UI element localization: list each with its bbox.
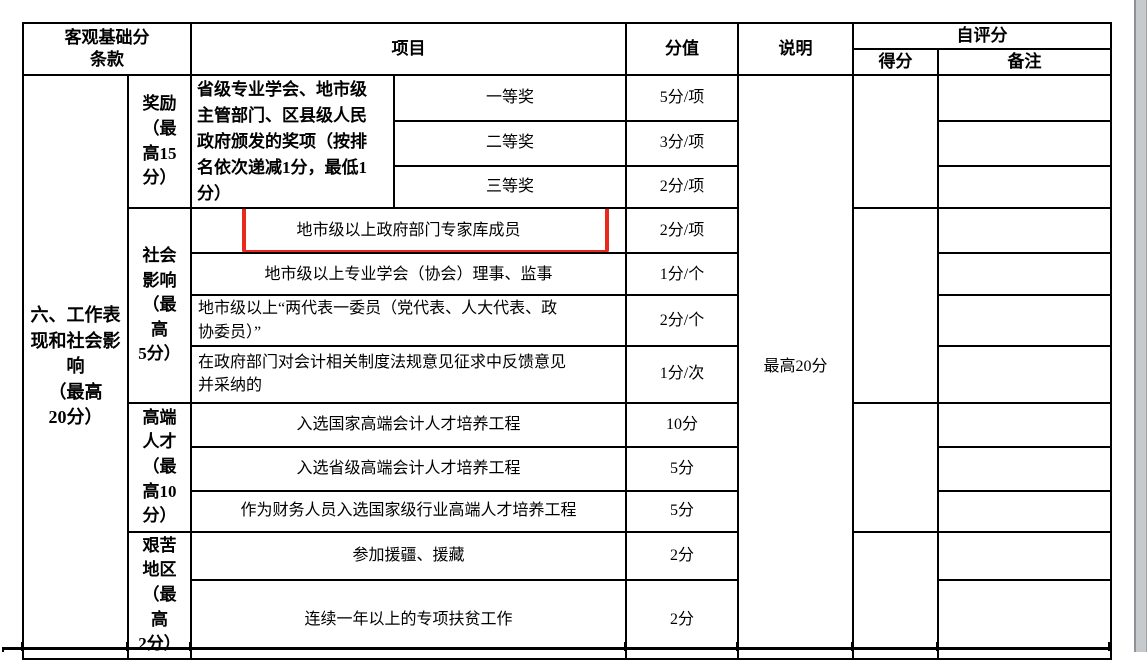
remark-cell[interactable] bbox=[937, 119, 1112, 167]
evaluation-table: 客观基础分 条款 项目 分值 说明 自评分 得分 备注 六、工作表 现和社会影 … bbox=[22, 21, 1112, 660]
table-row: 艰苦 地区 （最 高 2分） 参加援疆、援藏 2分 bbox=[23, 530, 1112, 660]
score-value-cell: 5分/项 bbox=[625, 74, 739, 122]
note-max-cell: 最高20分 bbox=[737, 74, 854, 660]
remark-cell[interactable] bbox=[937, 164, 1112, 210]
remark-cell[interactable] bbox=[937, 530, 1112, 581]
item-cell: 作为财务人员入选国家级行业高端人才培养工程 bbox=[190, 489, 627, 533]
column-stub bbox=[624, 642, 626, 651]
table-row: 二等奖 3分/项 bbox=[23, 119, 1112, 167]
column-stub bbox=[1108, 642, 1110, 651]
next-section-top-border bbox=[2, 647, 1110, 650]
award-grade-cell: 二等奖 bbox=[393, 119, 627, 167]
remark-cell[interactable] bbox=[937, 294, 1112, 347]
scrollbar-track[interactable] bbox=[1134, 0, 1147, 652]
table-row: 社会 影响 （最 高 5分） 地市级以上政府部门专家库成员 2分/项 bbox=[23, 207, 1112, 404]
item-label: 地市级以上政府部门专家库成员 bbox=[296, 222, 521, 240]
remark-cell[interactable] bbox=[937, 401, 1112, 448]
score-value-cell: 2分 bbox=[625, 530, 739, 581]
item-cell: 地市级以上专业学会（协会）理事、监事 bbox=[190, 252, 627, 297]
header-self-score-cell: 得分 bbox=[852, 48, 939, 77]
item-cell-expert-pool: 地市级以上政府部门专家库成员 bbox=[190, 207, 627, 255]
table-row: 得分 备注 bbox=[23, 48, 1112, 77]
score-value-cell: 2分/项 bbox=[625, 207, 739, 255]
header-score-cell: 分值 bbox=[625, 21, 739, 77]
item-cell: 入选国家高端会计人才培养工程 bbox=[190, 401, 627, 448]
header-item-cell: 项目 bbox=[190, 21, 627, 77]
score-value-cell: 10分 bbox=[625, 401, 739, 448]
column-stub bbox=[189, 642, 191, 651]
self-score-cell[interactable] bbox=[852, 530, 939, 660]
category-cell: 六、工作表 现和社会影 响 （最高 20分） bbox=[22, 74, 129, 660]
table-row: 六、工作表 现和社会影 响 （最高 20分） 奖励 （最 高15 分） 省级专业… bbox=[22, 74, 1112, 660]
header-remark-cell: 备注 bbox=[937, 48, 1112, 77]
column-stub bbox=[21, 642, 23, 651]
remark-cell[interactable] bbox=[937, 445, 1112, 492]
table-row: 地市级以上专业学会（协会）理事、监事 1分/个 bbox=[23, 252, 1112, 297]
header-basis-cell: 客观基础分 条款 bbox=[22, 21, 192, 77]
item-cell: 地市级以上“两代表一委员（党代表、人大代表、政 协委员）” bbox=[190, 294, 627, 347]
item-cell: 入选省级高端会计人才培养工程 bbox=[190, 445, 627, 492]
table-row: 在政府部门对会计相关制度法规意见征求中反馈意见 并采纳的 1分/次 bbox=[23, 344, 1112, 404]
self-score-cell[interactable] bbox=[852, 74, 939, 210]
score-value-cell: 5分 bbox=[625, 445, 739, 492]
table-row: 入选省级高端会计人才培养工程 5分 bbox=[23, 445, 1112, 492]
table-row: 客观基础分 条款 项目 分值 说明 自评分 bbox=[22, 21, 1112, 77]
score-value-cell: 1分/次 bbox=[625, 344, 739, 404]
score-value-cell: 2分/个 bbox=[625, 294, 739, 347]
award-desc-cell: 省级专业学会、地市级 主管部门、区县级人民 政府颁发的奖项（按排 名依次递减1分… bbox=[190, 74, 395, 210]
column-stub bbox=[2, 647, 4, 652]
column-stub bbox=[851, 642, 853, 651]
self-score-cell[interactable] bbox=[852, 401, 939, 533]
header-note-cell: 说明 bbox=[737, 21, 854, 77]
section-cell-social: 社会 影响 （最 高 5分） bbox=[127, 207, 192, 404]
remark-cell[interactable] bbox=[937, 207, 1112, 255]
remark-cell[interactable] bbox=[937, 489, 1112, 533]
table-row: 作为财务人员入选国家级行业高端人才培养工程 5分 bbox=[23, 489, 1112, 533]
header-self-eval-cell: 自评分 bbox=[852, 21, 1112, 51]
remark-cell[interactable] bbox=[937, 74, 1112, 122]
table-row: 高端 人才 （最 高10 分） 入选国家高端会计人才培养工程 10分 bbox=[23, 401, 1112, 533]
section-cell-talent: 高端 人才 （最 高10 分） bbox=[127, 401, 192, 533]
section-cell-hardship: 艰苦 地区 （最 高 2分） bbox=[127, 530, 192, 660]
table-row: 地市级以上“两代表一委员（党代表、人大代表、政 协委员）” 2分/个 bbox=[23, 294, 1112, 347]
score-value-cell: 3分/项 bbox=[625, 119, 739, 167]
column-stub bbox=[736, 642, 738, 651]
score-value-cell: 2分/项 bbox=[625, 164, 739, 210]
item-cell: 参加援疆、援藏 bbox=[190, 530, 627, 581]
remark-cell[interactable] bbox=[937, 252, 1112, 297]
score-value-cell: 2分 bbox=[625, 578, 739, 660]
award-grade-cell: 一等奖 bbox=[393, 74, 627, 122]
award-grade-cell: 三等奖 bbox=[393, 164, 627, 210]
table-row: 三等奖 2分/项 bbox=[23, 164, 1112, 210]
score-value-cell: 1分/个 bbox=[625, 252, 739, 297]
column-stub bbox=[936, 642, 938, 651]
self-score-cell[interactable] bbox=[852, 207, 939, 404]
item-cell: 在政府部门对会计相关制度法规意见征求中反馈意见 并采纳的 bbox=[190, 344, 627, 404]
score-value-cell: 5分 bbox=[625, 489, 739, 533]
section-cell-awards: 奖励 （最 高15 分） bbox=[127, 74, 192, 210]
remark-cell[interactable] bbox=[937, 344, 1112, 404]
column-stub bbox=[126, 642, 128, 651]
